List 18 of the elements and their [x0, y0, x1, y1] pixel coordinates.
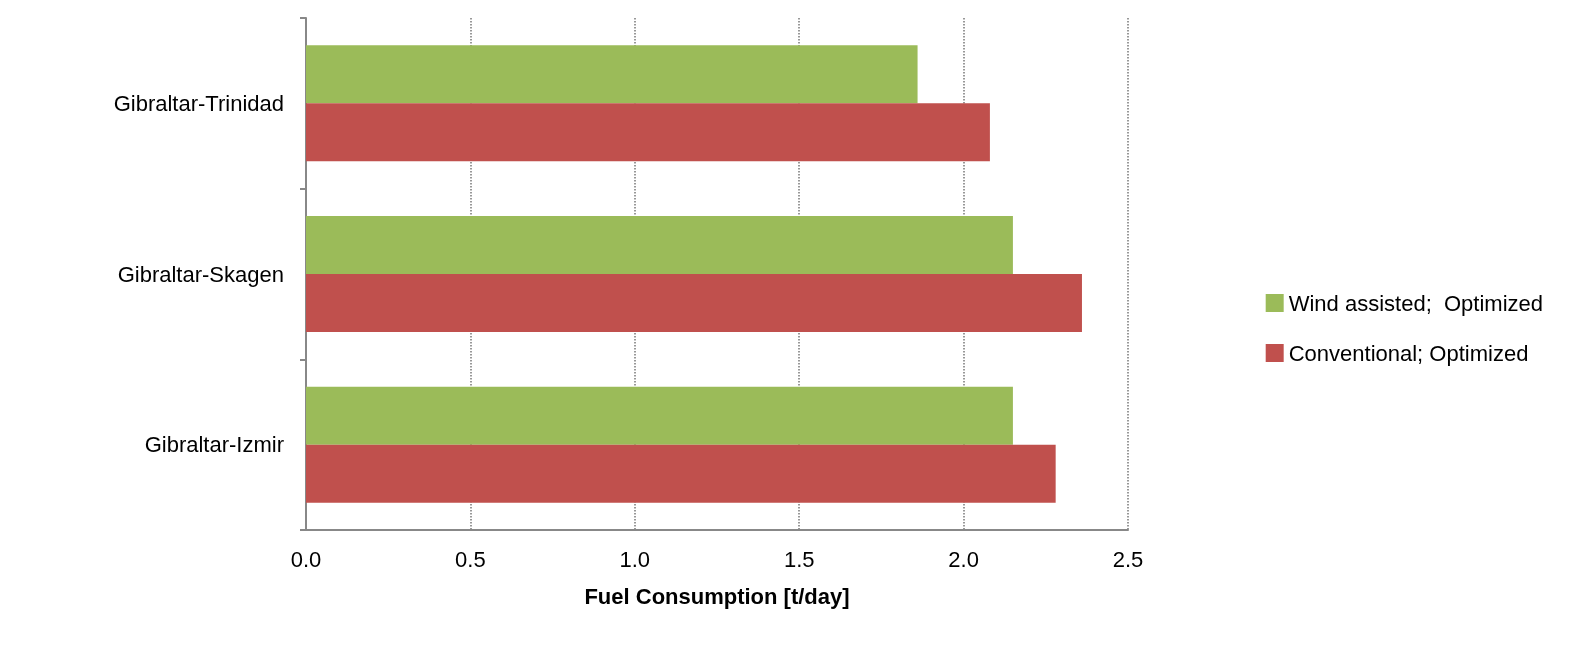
legend-label: Wind assisted; Optimized	[1288, 290, 1543, 316]
x-tick-label: 0.5	[455, 546, 486, 572]
y-tick-label: Gibraltar-Trinidad	[113, 90, 284, 116]
bar	[306, 103, 990, 162]
x-tick-label: 2.5	[1112, 546, 1144, 572]
bar	[306, 45, 918, 104]
bar	[306, 215, 1013, 274]
x-tick-label: 1.0	[619, 546, 651, 572]
x-axis-title: Fuel Consumption [t/day]	[584, 583, 850, 609]
bar	[306, 386, 1013, 445]
y-tick-label: Gibraltar-Skagen	[117, 261, 284, 287]
legend-label: Conventional; Optimized	[1288, 340, 1529, 366]
bar	[306, 444, 1056, 503]
x-tick-label: 0.0	[290, 546, 322, 572]
bar	[306, 274, 1082, 333]
y-tick-label: Gibraltar-Izmir	[144, 432, 284, 458]
x-tick-label: 1.5	[783, 546, 815, 572]
x-tick-label: 2.0	[948, 546, 979, 572]
